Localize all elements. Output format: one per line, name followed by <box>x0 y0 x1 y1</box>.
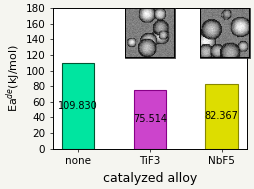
Text: 82.367: 82.367 <box>205 112 239 122</box>
Bar <box>134 90 166 149</box>
Text: 109.830: 109.830 <box>58 101 98 111</box>
Bar <box>205 84 238 149</box>
Bar <box>62 63 94 149</box>
X-axis label: catalyzed alloy: catalyzed alloy <box>103 172 197 185</box>
Text: 75.514: 75.514 <box>133 114 167 124</box>
Y-axis label: Ea$^{de}$(kJ/mol): Ea$^{de}$(kJ/mol) <box>4 44 23 112</box>
